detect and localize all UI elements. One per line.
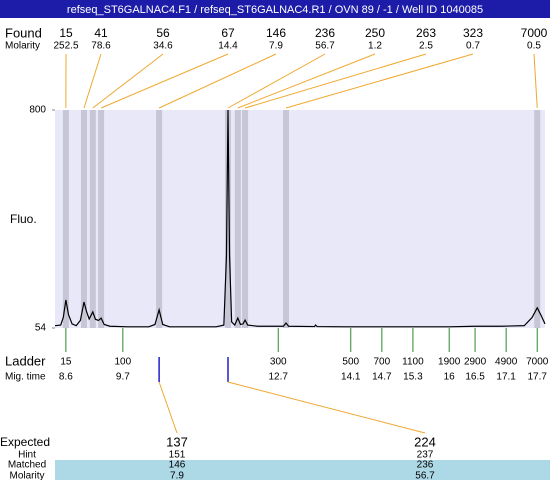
- peak-band: [62, 110, 69, 328]
- y-axis-label: Fluo.: [10, 212, 37, 226]
- peak-leader: [237, 53, 376, 109]
- ladder-label: Ladder: [5, 353, 46, 368]
- expected-molarity: 7.9: [170, 471, 184, 480]
- mig-time: 17.7: [527, 372, 547, 383]
- peak-band: [98, 110, 105, 328]
- header-title: refseq_ST6GALNAC4.F1 / refseq_ST6GALNAC4…: [67, 4, 483, 16]
- plot-area: [55, 110, 545, 328]
- molarity-label: Molarity: [5, 41, 40, 52]
- found-molarity: 14.4: [218, 41, 238, 52]
- mig-time: 16: [444, 372, 456, 383]
- expected-row-label: Molarity: [9, 471, 44, 480]
- mig-time: 16.5: [465, 372, 485, 383]
- peak-leader: [533, 53, 538, 109]
- mig-time: 8.6: [59, 372, 73, 383]
- header-bar: [0, 0, 550, 18]
- trace-line: [54, 109, 546, 328]
- ladder-size: 500: [342, 357, 359, 368]
- ladder-size: 100: [115, 357, 132, 368]
- found-size: 236: [315, 26, 335, 40]
- ladder-size: 1900: [438, 357, 461, 368]
- found-molarity: 2.5: [419, 41, 433, 52]
- mig-time: 17.1: [496, 372, 516, 383]
- mig-time: 9.7: [116, 372, 130, 383]
- expected-hint: 237: [417, 450, 434, 461]
- peak-leader: [158, 53, 277, 109]
- y-tick-label: 800: [29, 105, 46, 116]
- peak-leader: [285, 53, 474, 109]
- expected-leader: [158, 381, 178, 434]
- peak-band: [81, 110, 88, 328]
- peak-band: [242, 110, 249, 328]
- peak-band: [225, 110, 232, 328]
- ladder-size: 7000: [526, 357, 549, 368]
- found-molarity: 78.6: [91, 41, 111, 52]
- expected-expected: 137: [166, 434, 188, 449]
- found-molarity: 1.2: [368, 41, 382, 52]
- found-label: Found: [5, 25, 42, 40]
- found-molarity: 56.7: [315, 41, 335, 52]
- peak-leader: [244, 53, 427, 109]
- found-size: 67: [221, 26, 235, 40]
- expected-row-label: Hint: [18, 450, 36, 461]
- found-size: 15: [59, 26, 73, 40]
- expected-leader: [227, 381, 426, 434]
- found-molarity: 252.5: [53, 41, 78, 52]
- mig-time: 14.1: [341, 372, 361, 383]
- peak-band: [283, 110, 290, 328]
- ladder-size: 2900: [464, 357, 487, 368]
- mig-time-label: Mig. time: [5, 372, 46, 383]
- ladder-size: 4900: [495, 357, 518, 368]
- expected-matched: 146: [169, 460, 186, 471]
- ladder-size: 300: [270, 357, 287, 368]
- peak-leader: [83, 53, 102, 109]
- ladder-size: 1100: [402, 357, 424, 368]
- peak-leader: [92, 53, 164, 109]
- peak-leader: [227, 53, 326, 109]
- ladder-size: 700: [373, 357, 390, 368]
- peak-band: [89, 110, 96, 328]
- expected-expected: 224: [414, 434, 436, 449]
- ladder-size: 15: [60, 357, 72, 368]
- mig-time: 12.7: [269, 372, 289, 383]
- found-size: 41: [94, 26, 108, 40]
- mig-time: 14.7: [372, 372, 392, 383]
- expected-row-label: Matched: [8, 460, 46, 471]
- expected-hint: 151: [169, 450, 186, 461]
- found-size: 7000: [521, 26, 548, 40]
- found-size: 250: [365, 26, 385, 40]
- peak-leader: [100, 53, 229, 109]
- peak-band: [534, 110, 541, 328]
- peak-band: [234, 110, 241, 328]
- found-size: 56: [156, 26, 170, 40]
- y-tick-label: 54: [35, 323, 47, 334]
- found-molarity: 34.6: [153, 41, 173, 52]
- peak-band: [156, 110, 163, 328]
- found-molarity: 0.5: [527, 41, 541, 52]
- found-size: 323: [463, 26, 483, 40]
- expected-row-label: Expected: [0, 435, 50, 449]
- found-size: 263: [416, 26, 436, 40]
- found-molarity: 0.7: [466, 41, 480, 52]
- matched-row-bg: [55, 460, 550, 480]
- expected-matched: 236: [417, 460, 434, 471]
- mig-time: 15.3: [403, 372, 423, 383]
- expected-molarity: 56.7: [415, 471, 435, 480]
- found-size: 146: [266, 26, 286, 40]
- found-molarity: 7.9: [269, 41, 283, 52]
